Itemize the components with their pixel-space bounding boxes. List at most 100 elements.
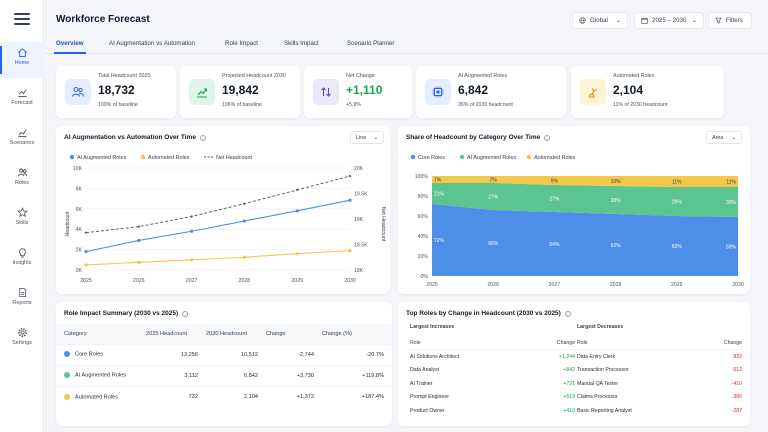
cell-2025: 3,112 [146, 364, 206, 386]
area-chart-title: Share of Headcount by Category Over Time [406, 134, 541, 141]
sidebar-item-insights[interactable]: Insights [0, 242, 44, 278]
area-chart-legend: Core Roles AI Augmented Roles Automated … [410, 154, 576, 161]
series-point-1 [137, 260, 141, 264]
list-item[interactable]: Manual QA Tester -410 [577, 377, 742, 391]
area-data-label: 11% [672, 180, 682, 186]
y-tick-label: 40% [418, 234, 429, 240]
star-icon [16, 207, 28, 218]
series-point-0 [242, 219, 246, 223]
info-icon[interactable]: i [182, 310, 189, 317]
period-select[interactable]: 2025 – 2030 ⌄ [634, 12, 704, 29]
cell-change: +1,372 [266, 385, 322, 407]
role-change: +1,244 [558, 353, 575, 360]
sidebar-item-reports[interactable]: Reports [0, 282, 44, 318]
list-item[interactable]: Data Analyst +842 [410, 364, 575, 378]
area-band-0 [432, 204, 738, 276]
chart-type-select[interactable]: Line ⌄ [350, 131, 384, 144]
globe-icon [579, 17, 586, 24]
top-roles-title: Top Roles by Change in Headcount (2030 v… [406, 310, 561, 317]
x-tick-label: 2029 [671, 282, 683, 288]
role-header: Role [577, 339, 588, 346]
chart-type-value: Area [712, 134, 724, 141]
list-header: Role Change [577, 336, 742, 350]
column-header: Change [266, 324, 322, 344]
sidebar-item-scenarios[interactable]: Scenarios [0, 122, 44, 158]
y2-tick-label: 18.5K [354, 243, 368, 249]
chart-type-select[interactable]: Area ⌄ [706, 131, 742, 144]
sidebar-item-skills[interactable]: Skills [0, 202, 44, 238]
role-change: -386 [731, 394, 742, 401]
table-row[interactable]: AI Augmented Roles 3,112 6,842 +3,730 +1… [56, 364, 392, 386]
region-select[interactable]: Global ⌄ [572, 12, 628, 29]
sidebar-item-label: Home [14, 60, 30, 66]
table-row[interactable]: Core Roles 13,256 10,512 -2,744 -20.7% [56, 343, 392, 365]
kpi-label: Net Change [346, 73, 375, 79]
cell-2030: 6,842 [206, 364, 266, 386]
sidebar-item-home[interactable]: Home [0, 42, 44, 78]
chevron-down-icon: ⌄ [615, 17, 621, 24]
tab-overview[interactable]: Overview [56, 40, 84, 47]
legend-swatch-automated [526, 154, 532, 160]
panel-title: AI Augmentation vs Automation Over Time … [64, 134, 206, 141]
list-heading: Largest Increases [410, 324, 455, 330]
x-tick-label: 2025 [426, 282, 438, 288]
series-point-2 [296, 188, 299, 192]
table-row[interactable]: Automated Roles 732 2,104 +1,372 +187.4% [56, 385, 392, 407]
filters-button[interactable]: Filters [708, 12, 752, 29]
tab-role-impact[interactable]: Role Impact [225, 40, 259, 47]
list-item[interactable]: Product Owner +410 [410, 404, 575, 418]
series-point-2 [243, 202, 246, 205]
chip-icon [425, 79, 451, 105]
x-tick-label: 2029 [291, 278, 303, 284]
role-change: +410 [563, 407, 575, 414]
y2-tick-label: 19K [354, 217, 364, 223]
sidebar-item-label: Reports [12, 300, 32, 306]
list-item[interactable]: Basic Reporting Analyst -287 [577, 404, 742, 418]
y-tick-label: 8K [76, 186, 83, 192]
chevron-down-icon: ⌄ [373, 134, 378, 141]
report-icon [18, 287, 26, 298]
kpi-sub: 11% of 2030 headcount [613, 102, 668, 108]
series-point-0 [190, 229, 194, 233]
sidebar-item-label: Forecast [11, 100, 33, 106]
category-name: AI Augmented Roles [75, 372, 126, 379]
y-tick-label: 0% [421, 274, 429, 280]
list-item[interactable]: AI Trainer +721 [410, 377, 575, 391]
series-point-0 [348, 198, 352, 202]
series-line-2 [85, 175, 351, 234]
list-item[interactable]: Claims Processor -386 [577, 391, 742, 405]
role-impact-table: Category 2025 Headcount 2030 Headcount C… [56, 324, 392, 407]
role-impact-panel: Role Impact Summary (2030 vs 2025) i Cat… [56, 302, 392, 426]
list-item[interactable]: Data Entry Clerk -932 [577, 350, 742, 364]
list-item[interactable]: Transaction Processor -512 [577, 364, 742, 378]
chart-type-value: Line [356, 134, 367, 141]
info-icon[interactable]: i [564, 310, 571, 317]
sidebar-item-settings[interactable]: Settings [0, 322, 44, 358]
area-data-label: 9% [551, 179, 559, 185]
area-data-label: 29% [672, 200, 683, 206]
hamburger-menu-icon[interactable] [14, 13, 30, 27]
forecast-icon [17, 89, 27, 98]
legend-label-automated: Automated Roles [534, 155, 576, 161]
y-tick-label: 100% [415, 174, 429, 180]
sidebar-item-label: Scenarios [9, 140, 35, 146]
category-dot [64, 393, 70, 400]
line-chart-title: AI Augmentation vs Automation Over Time [64, 134, 196, 141]
sidebar-item-forecast[interactable]: Forecast [0, 82, 44, 118]
info-icon[interactable]: i [199, 134, 206, 141]
tab-skills-impact[interactable]: Skills Impact [284, 40, 319, 47]
area-data-label: 30% [726, 200, 737, 206]
list-item[interactable]: Prompt Engineer +519 [410, 391, 575, 405]
list-item[interactable]: AI Solutions Architect +1,244 [410, 350, 575, 364]
legend-label-automated: Automated Roles [148, 155, 190, 161]
tab-scenario-planner[interactable]: Scenario Planner [347, 40, 395, 47]
legend-label-augmented: AI Augmented Roles [467, 155, 516, 161]
area-data-label: 28% [611, 198, 622, 204]
sidebar-item-roles[interactable]: Roles [0, 162, 44, 198]
y-tick-label: 2K [76, 248, 83, 254]
area-chart: Core Roles AI Augmented Roles Automated … [410, 154, 744, 288]
kpi-sub: 106% of baseline [222, 102, 262, 108]
info-icon[interactable]: i [544, 134, 551, 141]
tab-ai-augmentation[interactable]: AI Augmentation vs Automation [109, 40, 195, 47]
series-point-0 [84, 250, 88, 254]
